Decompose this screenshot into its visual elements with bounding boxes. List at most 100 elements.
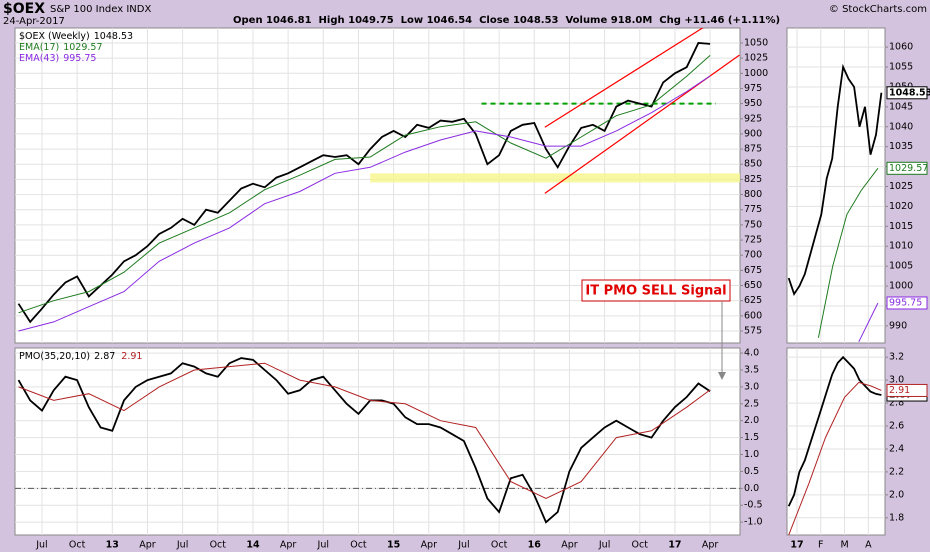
y-tick-label: 925 [744, 113, 762, 124]
series-line [858, 302, 879, 343]
x-tick-label: Oct [210, 540, 227, 551]
y-tick-label: 1.8 [889, 512, 904, 523]
series-line [787, 355, 882, 507]
x-tick-label: Oct [491, 540, 508, 551]
y-tick-label: 1000 [744, 68, 768, 79]
y-tick-label: 2.5 [744, 398, 759, 409]
x-tick-label: Oct [350, 540, 367, 551]
y-tick-label: 0.5 [744, 466, 759, 477]
last-value-box [886, 383, 928, 397]
y-tick-label: 1.5 [744, 432, 759, 443]
legend-value: 2.91 [121, 351, 142, 362]
y-tick-label: 0.0 [744, 483, 759, 494]
x-tick-label: 16 [528, 540, 542, 551]
y-tick-label: 575 [744, 325, 762, 336]
y-tick-label: 1.0 [744, 449, 759, 460]
y-tick-label: 1040 [889, 121, 913, 132]
y-tick-label: -1.0 [744, 517, 763, 528]
y-tick-label: 1025 [744, 53, 768, 64]
y-tick-label: 1020 [889, 201, 913, 212]
y-tick-label: 3.0 [744, 381, 759, 392]
y-tick-label: 2.8 [889, 398, 904, 409]
x-tick-label: Apr [280, 540, 297, 551]
x-tick-label: Apr [421, 540, 438, 551]
trend-channel [544, 28, 704, 128]
x-tick-label: A [865, 540, 872, 551]
y-tick-label: 775 [744, 204, 762, 215]
panels: 575 600 625 650 675 700 725 750 775 800 825 850 875 9… [14, 27, 930, 551]
annotation-box [581, 279, 731, 302]
copyright: © StockCharts.com [829, 4, 927, 15]
x-tick-label: Jul [317, 540, 329, 551]
plot-area [787, 28, 885, 343]
x-tick-label: Jul [35, 540, 47, 551]
annotation: IT PMO SELL Signal [585, 284, 726, 299]
y-tick-label: 1000 [889, 281, 913, 292]
series-line [18, 55, 711, 314]
y-tick-label: 650 [744, 280, 762, 291]
legend-value: 1029.57 [63, 42, 102, 53]
plot-area [15, 348, 740, 535]
x-tick-label: 17 [668, 540, 681, 551]
legend-name: EMA(17) [19, 42, 59, 53]
series-line [817, 167, 879, 338]
y-tick-label: 675 [744, 265, 762, 276]
legend-value: 2.87 [94, 351, 115, 362]
y-tick-label: 4.0 [744, 348, 759, 359]
series-line [18, 75, 711, 332]
x-tick-label: Jul [176, 540, 188, 551]
y-tick-label: 990 [889, 320, 907, 331]
y-tick-label: 900 [744, 128, 762, 139]
legend-entry: EMA(17) 1029.57 [19, 42, 103, 53]
x-tick-label: Jul [598, 540, 610, 551]
legend-entry: EMA(43) 995.75 [19, 53, 96, 64]
y-tick-label: 1055 [889, 62, 913, 73]
legend-value: 1048.53 [94, 31, 133, 42]
y-tick-label: 875 [744, 144, 762, 155]
legend-name: $OEX (Weekly) [19, 31, 90, 42]
x-tick-label: 14 [246, 540, 260, 551]
last-value-label: 1048.53 [889, 87, 930, 98]
series-line [787, 63, 883, 297]
x-tick-label: Oct [632, 540, 649, 551]
x-tick-label: Apr [139, 540, 156, 551]
legend-name: PMO(35,20,10) [19, 351, 90, 362]
annotation-arrowhead [718, 372, 726, 380]
series-line [788, 381, 882, 535]
date: 24-Apr-2017 [3, 16, 65, 27]
quote: Open 1046.81 High 1049.75 Low 1046.54 Cl… [233, 15, 780, 26]
y-tick-label: 3.0 [889, 375, 904, 386]
y-tick-label: 700 [744, 250, 762, 261]
y-tick-label: 1035 [889, 141, 913, 152]
symbol: $OEX [3, 1, 45, 17]
x-tick-label: Jul [457, 540, 469, 551]
y-tick-label: 750 [744, 219, 762, 230]
y-tick-label: 800 [744, 189, 762, 200]
panel [786, 347, 886, 536]
last-value-box [886, 296, 928, 310]
last-value-label: 1029.57 [889, 163, 928, 174]
panel [14, 347, 741, 536]
x-tick-label: 15 [387, 540, 400, 551]
y-tick-label: 2.2 [889, 466, 904, 477]
y-tick-label: 2.4 [889, 443, 904, 454]
index-name: S&P 100 Index INDX [50, 4, 151, 15]
last-value-box [886, 86, 928, 100]
y-tick-label: 975 [744, 83, 762, 94]
y-tick-label: 2.0 [889, 489, 904, 500]
series-line [18, 362, 711, 500]
y-tick-label: 850 [744, 159, 762, 170]
x-tick-label: M [840, 540, 848, 551]
plot-area [15, 28, 740, 343]
x-tick-label: Apr [561, 540, 578, 551]
y-tick-label: 2.0 [744, 415, 759, 426]
y-tick-label: 1060 [889, 42, 913, 53]
last-value-label: 2.91 [889, 385, 910, 396]
y-tick-label: 1045 [889, 101, 913, 112]
x-tick-label: Apr [702, 540, 719, 551]
legend-entry: PMO(35,20,10) 2.87 2.91 [19, 351, 142, 362]
panel [786, 27, 886, 344]
y-tick-label: 950 [744, 98, 762, 109]
legend-entry: $OEX (Weekly) 1048.53 [19, 31, 133, 42]
